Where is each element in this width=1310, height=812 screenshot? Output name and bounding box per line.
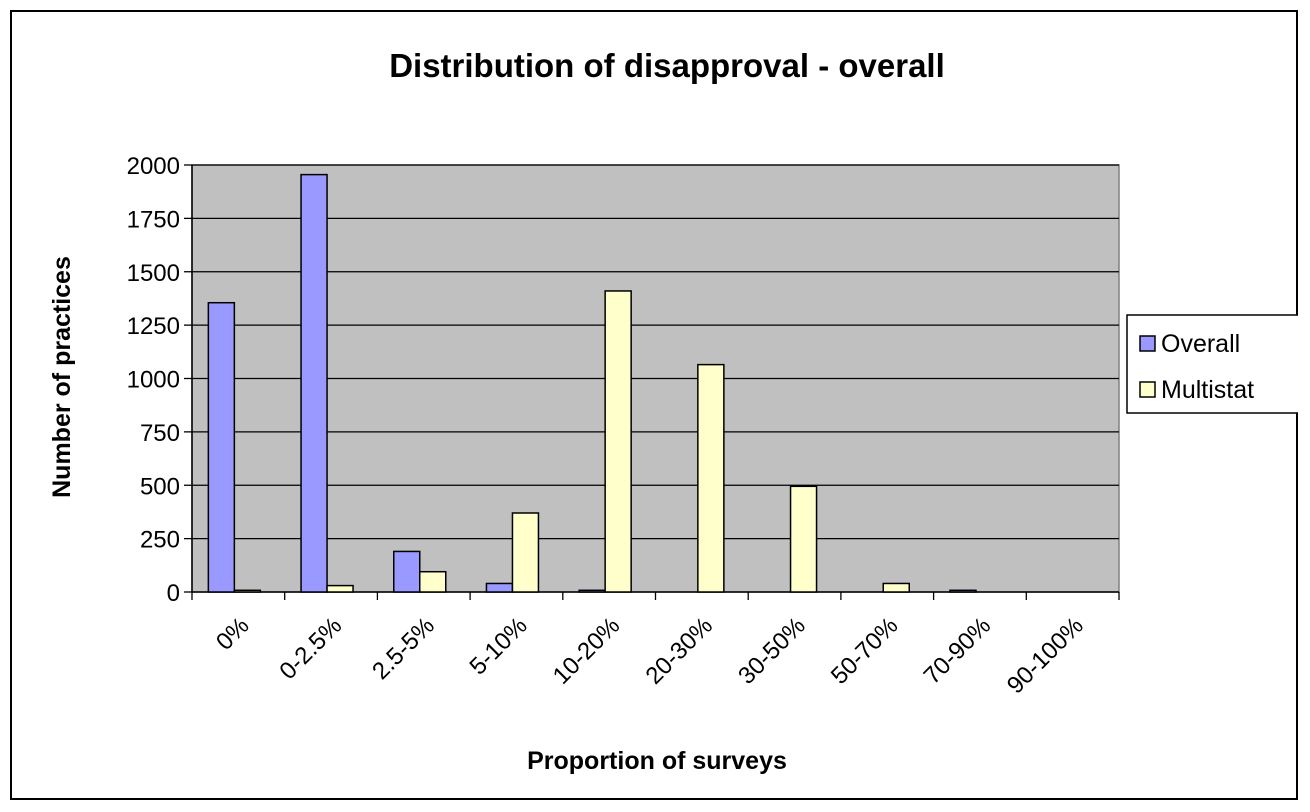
- y-tick-label: 1250: [127, 313, 180, 340]
- bar-chart: Distribution of disapproval - overall Pr…: [48, 47, 1298, 775]
- bar-multistat-0-2-5-: [326, 584, 354, 593]
- x-tick-label: 90-100%: [1002, 612, 1089, 699]
- bar-multistat-5-10-: [511, 512, 540, 593]
- bar-overall-10-20-: [578, 589, 606, 593]
- y-tick-label: 1500: [127, 260, 180, 287]
- x-tick-label: 10-20%: [548, 612, 626, 690]
- y-tick-label: 0: [167, 580, 180, 607]
- bar-multistat-2-5-5-: [419, 570, 447, 593]
- legend-swatch-multistat: [1139, 381, 1156, 398]
- y-tick-label: 2000: [127, 153, 180, 180]
- bar-multistat-0-: [233, 589, 262, 593]
- bar-multistat-20-30-: [697, 363, 725, 593]
- y-axis-title: Number of practices: [48, 256, 76, 498]
- x-tick-label: 70-90%: [919, 612, 997, 690]
- x-tick-label: 0%: [211, 612, 255, 656]
- y-tick-label: 1000: [127, 367, 180, 394]
- x-tick-label: 50-70%: [826, 612, 904, 690]
- bar-multistat-30-50-: [789, 485, 818, 593]
- legend-box: [1126, 314, 1298, 414]
- chart-title: Distribution of disapproval - overall: [389, 47, 945, 84]
- bar-multistat-10-20-: [604, 290, 632, 593]
- bar-overall-0-: [207, 301, 236, 593]
- x-tick-label: 2.5-5%: [367, 612, 440, 685]
- y-tick-label: 1750: [127, 206, 180, 233]
- legend-label-overall: Overall: [1161, 330, 1240, 358]
- bar-overall-2-5-5-: [393, 550, 421, 593]
- bar-multistat-50-70-: [882, 582, 910, 593]
- plot-area: 0 250 500 750 1000 1250 1500 1750 2000 0% 0-2.5% 2.…: [127, 153, 1120, 699]
- bar-overall-5-10-: [485, 582, 514, 593]
- chart-frame: Distribution of disapproval - overall Pr…: [10, 10, 1298, 800]
- legend: Overall Multistat: [1126, 314, 1298, 414]
- legend-label-multistat: Multistat: [1161, 376, 1254, 404]
- x-tick-label: 0-2.5%: [274, 612, 347, 685]
- y-tick-label: 750: [140, 420, 180, 447]
- bar-overall-0-2-5-: [300, 173, 328, 593]
- x-tick-label: 20-30%: [640, 612, 718, 690]
- x-axis-title: Proportion of surveys: [527, 747, 787, 775]
- y-tick-label: 500: [140, 473, 180, 500]
- x-tick-label: 5-10%: [465, 612, 533, 680]
- legend-swatch-overall: [1139, 335, 1156, 352]
- y-tick-label: 250: [140, 527, 180, 554]
- bar-overall-70-90-: [949, 589, 977, 593]
- x-tick-label: 30-50%: [733, 612, 811, 690]
